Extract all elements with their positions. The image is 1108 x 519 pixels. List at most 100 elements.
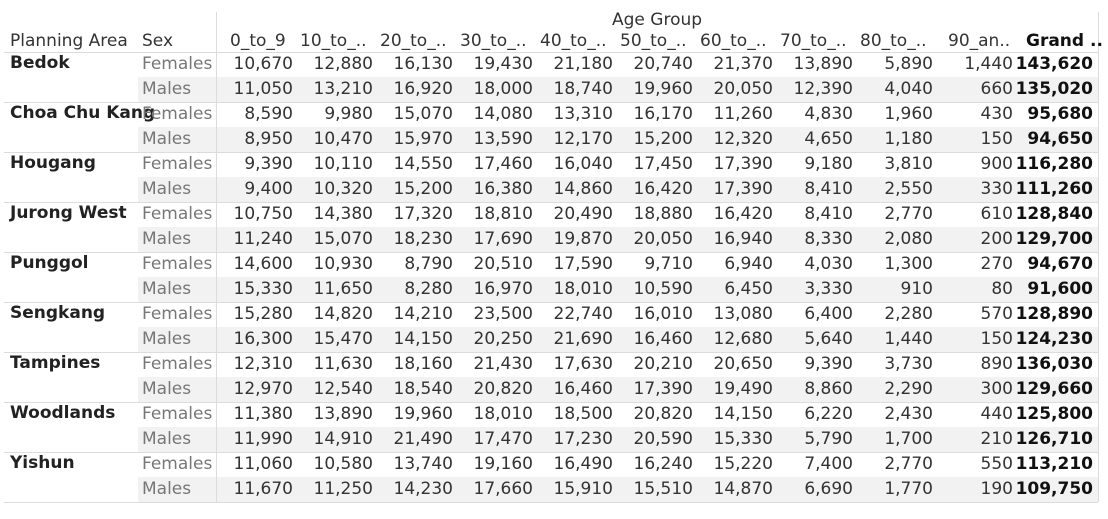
table-cell: 13,080 (713, 304, 773, 324)
grand-total-cell: 129,660 (1015, 379, 1093, 399)
table-cell: 1,440 (964, 54, 1013, 74)
row-band (138, 77, 1098, 102)
table-cell: 6,400 (804, 304, 853, 324)
column-header[interactable]: 20_to_.. (380, 31, 447, 51)
table-cell: 1,770 (884, 479, 933, 499)
sex-label: Females (142, 54, 213, 74)
column-header[interactable]: 80_to_.. (860, 31, 927, 51)
table-cell: 14,080 (473, 104, 533, 124)
table-cell: 17,230 (553, 429, 613, 449)
table-cell: 21,370 (713, 54, 773, 74)
area-divider (4, 402, 1098, 403)
table-cell: 190 (980, 479, 1013, 499)
table-cell: 19,960 (633, 79, 693, 99)
table-cell: 14,870 (713, 479, 773, 499)
area-divider (4, 202, 1098, 203)
table-cell: 12,880 (313, 54, 373, 74)
area-divider (4, 152, 1098, 153)
table-cell: 8,330 (804, 229, 853, 249)
column-header[interactable]: 30_to_.. (460, 31, 527, 51)
table-cell: 20,740 (633, 54, 693, 74)
table-cell: 10,110 (313, 154, 373, 174)
row-header-planning-area: Planning Area (10, 31, 128, 51)
table-cell: 16,920 (393, 79, 453, 99)
table-cell: 19,870 (553, 229, 613, 249)
area-divider (4, 102, 1098, 103)
table-cell: 15,070 (313, 229, 373, 249)
table-cell: 13,310 (553, 104, 613, 124)
table-cell: 3,330 (804, 279, 853, 299)
column-header[interactable]: 70_to_.. (780, 31, 847, 51)
table-cell: 11,670 (233, 479, 293, 499)
table-cell: 16,170 (633, 104, 693, 124)
area-divider (4, 352, 1098, 353)
table-cell: 17,390 (633, 379, 693, 399)
table-cell: 13,890 (793, 54, 853, 74)
table-cell: 15,220 (713, 454, 773, 474)
column-header[interactable]: Grand .. (1026, 31, 1103, 51)
area-divider (4, 302, 1098, 303)
sex-label: Females (142, 304, 213, 324)
column-header[interactable]: 0_to_9 (230, 31, 286, 51)
row-band (138, 477, 1098, 502)
sex-label: Males (142, 429, 192, 449)
table-cell: 8,280 (404, 279, 453, 299)
grand-total-cell: 135,020 (1015, 79, 1093, 99)
sex-label: Females (142, 154, 213, 174)
table-cell: 17,590 (553, 254, 613, 274)
sex-label: Males (142, 179, 192, 199)
table-cell: 300 (980, 379, 1013, 399)
column-header[interactable]: 60_to_.. (700, 31, 767, 51)
table-cell: 13,210 (313, 79, 373, 99)
sex-label: Males (142, 229, 192, 249)
table-cell: 330 (980, 179, 1013, 199)
table-cell: 15,070 (393, 104, 453, 124)
planning-area-label: Jurong West (10, 203, 127, 223)
grand-total-cell: 113,210 (1015, 454, 1093, 474)
table-cell: 16,460 (553, 379, 613, 399)
column-header[interactable]: 50_to_.. (620, 31, 687, 51)
table-cell: 1,440 (884, 329, 933, 349)
table-cell: 1,960 (884, 104, 933, 124)
table-cell: 20,050 (633, 229, 693, 249)
table-cell: 20,820 (473, 379, 533, 399)
table-cell: 12,320 (713, 129, 773, 149)
table-cell: 11,060 (233, 454, 293, 474)
table-cell: 3,730 (884, 354, 933, 374)
column-group-label: Age Group (612, 10, 703, 30)
table-cell: 4,040 (884, 79, 933, 99)
table-cell: 2,290 (884, 379, 933, 399)
table-cell: 9,710 (644, 254, 693, 274)
table-cell: 4,830 (804, 104, 853, 124)
grand-total-cell: 143,620 (1015, 54, 1093, 74)
table-cell: 7,400 (804, 454, 853, 474)
column-header[interactable]: 40_to_.. (540, 31, 607, 51)
table-cell: 9,390 (804, 354, 853, 374)
planning-area-label: Woodlands (10, 403, 116, 423)
row-band (138, 227, 1098, 252)
table-cell: 18,740 (553, 79, 613, 99)
column-header[interactable]: 90_an.. (948, 31, 1011, 51)
grand-total-cell: 128,840 (1015, 204, 1093, 224)
planning-area-label: Punggol (10, 253, 89, 273)
table-cell: 200 (980, 229, 1013, 249)
sex-label: Females (142, 454, 213, 474)
sex-label: Males (142, 479, 192, 499)
table-cell: 16,420 (633, 179, 693, 199)
table-cell: 18,160 (393, 354, 453, 374)
area-divider (4, 452, 1098, 453)
table-cell: 21,180 (553, 54, 613, 74)
table-cell: 21,690 (553, 329, 613, 349)
header-divider (4, 52, 1098, 53)
table-cell: 16,420 (713, 204, 773, 224)
column-header[interactable]: 10_to_.. (300, 31, 367, 51)
table-cell: 17,630 (553, 354, 613, 374)
table-cell: 16,460 (633, 329, 693, 349)
sex-label: Females (142, 254, 213, 274)
sex-label: Males (142, 329, 192, 349)
table-cell: 20,050 (713, 79, 773, 99)
table-cell: 15,910 (553, 479, 613, 499)
table-cell: 210 (980, 429, 1013, 449)
table-cell: 11,050 (233, 79, 293, 99)
